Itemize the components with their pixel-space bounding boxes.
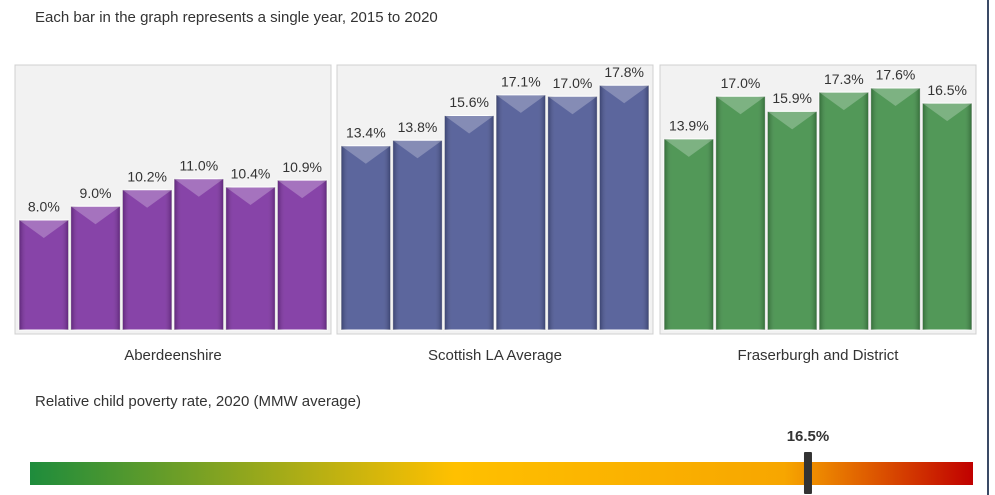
bar-shade (392, 140, 443, 330)
bar-shade (341, 145, 391, 330)
bar-shade (70, 206, 121, 330)
bar-shade (122, 189, 172, 330)
bar-bevel (174, 178, 224, 197)
bar (392, 139, 443, 331)
x-category-label: Aberdeenshire (124, 347, 222, 364)
bar-bevel (715, 96, 766, 115)
data-label: 17.8% (604, 64, 644, 80)
chart-subtitle: Each bar in the graph represents a singl… (35, 9, 438, 26)
data-label: 10.9% (282, 159, 322, 175)
bar (598, 84, 650, 331)
bar-shade (496, 94, 546, 330)
data-label: 13.9% (669, 118, 709, 134)
bar (495, 94, 547, 331)
bar-bevel (767, 111, 817, 130)
bar-bevel (122, 189, 172, 208)
bar-shade (225, 187, 276, 330)
bar-shade (715, 96, 766, 330)
data-label: 10.4% (231, 166, 271, 182)
data-label: 17.6% (876, 67, 916, 83)
data-label: 15.9% (772, 90, 812, 106)
bar-shade (664, 138, 714, 330)
bar-bevel (277, 180, 327, 199)
bar (276, 179, 328, 331)
bar (173, 178, 225, 331)
bar-shade (922, 103, 972, 330)
bar (70, 205, 121, 331)
bar (921, 102, 973, 331)
bar (121, 189, 173, 331)
x-category-label: Fraserburgh and District (738, 347, 900, 364)
bar-bevel (664, 138, 714, 157)
bar-bevel (547, 96, 598, 115)
bar-bevel (444, 115, 494, 134)
bar-bevel (392, 140, 443, 159)
data-label: 11.0% (179, 157, 218, 173)
gauge-value-label: 16.5% (787, 428, 830, 445)
bar-shade (870, 88, 921, 330)
bar (547, 95, 598, 331)
bar-shade (767, 111, 817, 330)
data-label: 13.4% (346, 124, 386, 140)
data-label: 13.8% (398, 119, 438, 135)
bar (663, 138, 715, 331)
data-label: 17.0% (553, 75, 593, 91)
data-label: 16.5% (927, 82, 967, 98)
data-label: 17.1% (501, 74, 541, 90)
x-category-label: Scottish LA Average (428, 347, 562, 364)
bar-shade (277, 180, 327, 330)
data-label: 8.0% (28, 199, 60, 215)
data-label: 9.0% (80, 185, 112, 201)
bar-bevel (599, 85, 649, 104)
bar-shade (19, 220, 69, 330)
bar (715, 95, 766, 331)
bar-bevel (496, 94, 546, 113)
bar-shade (174, 178, 224, 330)
bar-shade (819, 92, 869, 330)
data-label: 10.2% (127, 168, 167, 184)
data-label: 17.3% (824, 71, 864, 87)
bar-shade (599, 85, 649, 330)
bar-bevel (70, 206, 121, 225)
bar-bevel (870, 88, 921, 106)
data-label: 15.6% (449, 94, 489, 110)
bar-bevel (922, 103, 972, 122)
bar (340, 145, 392, 331)
gauge-marker (803, 452, 812, 494)
bar-bevel (19, 220, 69, 238)
bar (766, 110, 818, 331)
bar (443, 115, 495, 331)
bar-bevel (225, 187, 276, 205)
bar (818, 91, 870, 331)
bar-bevel (341, 145, 391, 164)
bar-shade (547, 96, 598, 330)
data-label: 17.0% (721, 75, 761, 91)
gauge-title: Relative child poverty rate, 2020 (MMW a… (35, 393, 361, 410)
bar-shade (444, 115, 494, 330)
gauge-bar (30, 462, 973, 485)
bar (870, 87, 921, 331)
bar (18, 219, 70, 331)
bar (225, 186, 276, 331)
bar-bevel (819, 92, 869, 111)
